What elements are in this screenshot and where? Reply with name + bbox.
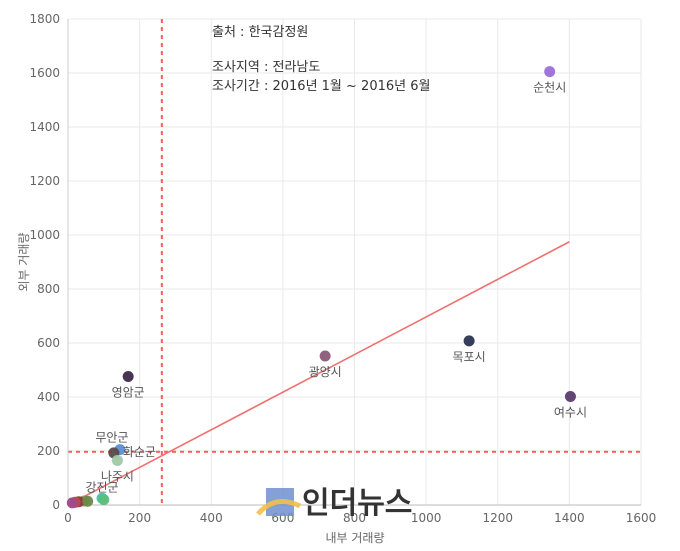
x-tick-label: 1200 (482, 511, 513, 525)
data-point-label: 강진군 (85, 480, 118, 494)
x-tick-label: 400 (200, 511, 223, 525)
reference-lines (68, 19, 641, 505)
y-tick-label: 0 (52, 498, 60, 512)
y-tick-label: 600 (37, 336, 60, 350)
y-tick-label: 1000 (29, 228, 60, 242)
annotation-period: 조사기간 : 2016년 1월 ~ 2016년 6월 (212, 79, 430, 94)
annotation-region: 조사지역 : 전라남도 (212, 60, 320, 75)
annotation-source: 출처 : 한국감정원 (212, 25, 308, 40)
axes (67, 19, 641, 506)
data-point-label: 순천시 (533, 80, 566, 95)
data-point (319, 350, 331, 362)
data-point (82, 495, 94, 507)
data-point-label: 여수시 (554, 405, 587, 419)
data-point-label: 화순군 (123, 445, 156, 459)
data-point (122, 370, 134, 382)
data-point (564, 390, 576, 402)
data-point-label: 목포시 (453, 350, 486, 364)
y-tick-label: 800 (37, 282, 60, 296)
y-tick-label: 1200 (29, 174, 60, 188)
x-tick-label: 1000 (411, 511, 442, 525)
trend-line (67, 241, 570, 506)
data-point-label: 무안군 (95, 431, 128, 445)
data-point (544, 66, 556, 78)
y-tick-label: 400 (37, 390, 60, 404)
data-point-label: 광양시 (309, 365, 342, 379)
x-tick-label: 0 (64, 511, 72, 525)
y-axis-title: 외부 거래량 (17, 232, 31, 291)
data-point (111, 454, 123, 466)
y-tick-label: 200 (37, 444, 60, 458)
data-points (66, 66, 576, 509)
trendline (67, 241, 570, 506)
data-point (463, 335, 475, 347)
data-point (66, 497, 78, 509)
x-tick-label: 1600 (626, 511, 657, 525)
data-point-label: 나주시 (101, 469, 134, 483)
data-point-label: 영암군 (112, 385, 145, 399)
y-tick-label: 1400 (29, 120, 60, 134)
y-tick-label: 1800 (29, 12, 60, 26)
x-axis-title: 내부 거래량 (325, 531, 384, 545)
y-tick-labels: 0 200 400 600 800 1000 1200 1400 1600 1800 (29, 12, 60, 512)
x-tick-labels: 0 200 400 600 800 1000 1200 1400 1600 (64, 511, 656, 525)
x-tick-label: 1400 (554, 511, 585, 525)
watermark-text: 인더뉴스 (302, 486, 412, 521)
watermark: 인더뉴스 (256, 486, 412, 521)
x-tick-label: 200 (128, 511, 151, 525)
y-tick-label: 1600 (29, 66, 60, 80)
grid-lines (68, 18, 642, 505)
data-point (98, 494, 110, 506)
watermark-logo-swoosh (256, 499, 302, 516)
x-tick-label: 800 (343, 511, 366, 525)
